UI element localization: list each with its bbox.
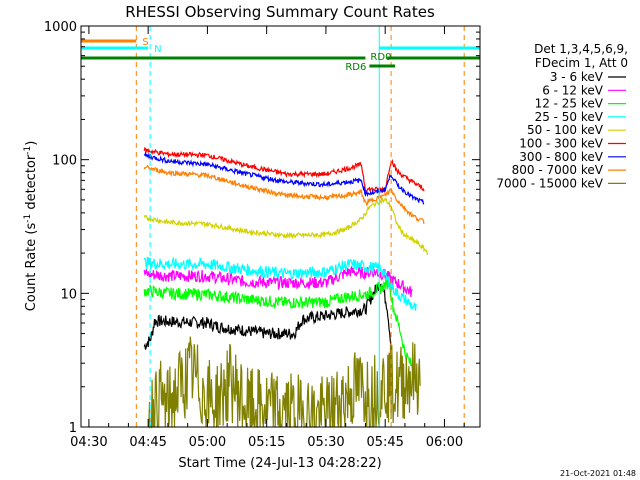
legend-header-line-2: FDecim 1, Att 0 <box>535 56 628 70</box>
y-axis-ticks: 1 10 100 1000 <box>44 20 480 436</box>
series-line <box>143 146 425 194</box>
y-tick-label: 10 <box>60 287 77 302</box>
attenuator-bar-label: S <box>142 37 148 48</box>
y-tick-label: 100 <box>52 154 77 169</box>
y-label-main: Count Rate (s <box>24 223 39 312</box>
night-bar-label: N <box>154 44 161 55</box>
legend-header-line-1: Det 1,3,4,5,6,9, <box>534 42 628 56</box>
legend-label: 100 - 300 keV <box>519 137 603 151</box>
y-label-mid: detector <box>24 154 39 214</box>
series-line <box>143 281 393 353</box>
y-label-sup-2: -1 <box>23 146 33 155</box>
y-label-end: ) <box>24 141 39 146</box>
legend-label: 300 - 800 keV <box>519 150 603 164</box>
legend-label: 7000 - 15000 keV <box>496 176 603 190</box>
legend-label: 50 - 100 keV <box>527 123 604 137</box>
x-tick-label: 05:00 <box>189 435 226 450</box>
x-axis-ticks: 04:30 04:45 05:00 05:15 05:30 05:45 06:00 <box>70 26 465 450</box>
y-axis-label: Count Rate (s-1 detector-1) <box>23 141 39 312</box>
x-tick-label: 04:30 <box>70 435 107 450</box>
plot-area: SN RD0 RD6 <box>81 26 480 429</box>
status-bars: SN RD0 RD6 <box>81 37 480 73</box>
x-tick-label: 05:15 <box>248 435 285 450</box>
generated-timestamp: 21-Oct-2021 01:48 <box>560 469 636 478</box>
series-line <box>143 196 429 255</box>
chart-title: RHESSI Observing Summary Count Rates <box>125 3 435 21</box>
legend-label: 800 - 7000 keV <box>512 163 604 177</box>
y-tick-label: 1 <box>69 421 77 436</box>
series-line <box>143 256 417 311</box>
y-tick-label: 1000 <box>44 20 77 35</box>
legend: Det 1,3,4,5,6,9, FDecim 1, Att 0 3 - 6 k… <box>496 42 628 190</box>
legend-label: 6 - 12 keV <box>542 83 604 97</box>
y-label-sup-1: -1 <box>23 214 33 223</box>
legend-label: 12 - 25 keV <box>535 97 604 111</box>
x-axis-label: Start Time (24-Jul-13 04:28:22) <box>178 456 381 471</box>
series-line <box>143 150 425 205</box>
series-layer <box>143 146 429 429</box>
legend-label: 3 - 6 keV <box>550 70 604 84</box>
x-tick-label: 05:45 <box>366 435 403 450</box>
vline-layer <box>135 26 465 427</box>
series-line <box>143 266 413 297</box>
rd0-bar-label: RD0 <box>370 52 391 63</box>
series-line <box>148 336 421 429</box>
legend-label: 25 - 50 keV <box>535 110 604 124</box>
series-line <box>143 164 425 225</box>
plot-frame <box>80 25 481 428</box>
rd6-bar-label: RD6 <box>345 62 366 73</box>
x-tick-label: 05:30 <box>307 435 344 450</box>
x-tick-label: 06:00 <box>426 435 463 450</box>
series-line <box>143 276 417 381</box>
x-tick-label: 04:45 <box>129 435 166 450</box>
